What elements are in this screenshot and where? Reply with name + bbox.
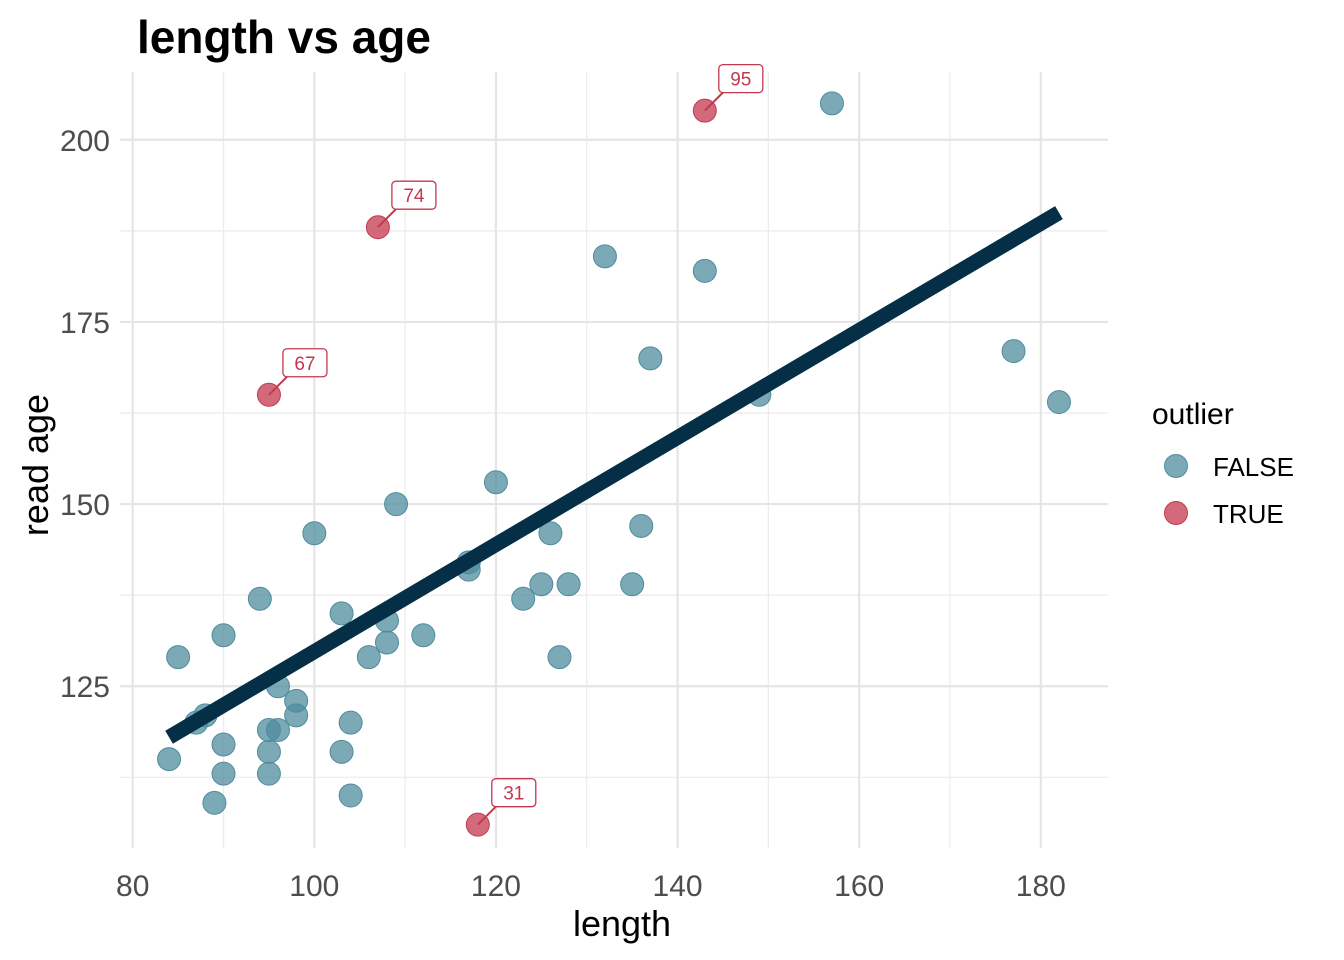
data-point xyxy=(592,244,617,269)
label-connector xyxy=(377,208,397,228)
label-connector xyxy=(477,805,497,826)
data-point xyxy=(483,470,508,495)
grid xyxy=(120,72,1108,848)
data-point xyxy=(266,717,291,742)
data-point xyxy=(284,703,309,728)
data-point xyxy=(538,521,563,546)
x-tick-label: 80 xyxy=(116,870,149,903)
data-point xyxy=(384,492,409,517)
x-tick-label: 100 xyxy=(289,870,339,903)
data-point xyxy=(638,346,663,371)
y-tick-label: 125 xyxy=(60,671,110,704)
data-point xyxy=(511,586,536,611)
data-point xyxy=(556,572,581,597)
data-point xyxy=(1046,390,1071,415)
outlier-label: 67 xyxy=(294,354,315,375)
data-point xyxy=(247,586,272,611)
x-tick-label: 140 xyxy=(653,870,703,903)
label-box xyxy=(718,63,764,94)
trend-line xyxy=(165,206,1063,744)
data-point xyxy=(356,645,381,670)
legend-title: outlier xyxy=(1152,398,1234,431)
data-point xyxy=(157,747,182,772)
data-point xyxy=(211,761,236,786)
legend: outlier FALSE TRUE xyxy=(1152,398,1294,529)
legend-label: TRUE xyxy=(1213,499,1284,529)
y-tick-label: 150 xyxy=(60,489,110,522)
outlier-label: 95 xyxy=(730,70,751,91)
data-point xyxy=(329,739,354,764)
label-connector xyxy=(268,376,288,396)
data-point xyxy=(166,645,191,670)
data-point xyxy=(547,645,572,670)
label-box xyxy=(282,348,328,378)
data-point xyxy=(211,732,236,757)
chart-title: length vs age xyxy=(137,11,431,63)
data-point xyxy=(211,623,236,648)
outlier-label: 31 xyxy=(503,784,524,805)
tick-labels: 80 100 120 140 160 180 125 150 175 200 xyxy=(60,125,1066,903)
legend-key xyxy=(1164,454,1188,478)
data-point xyxy=(329,601,354,626)
data-point xyxy=(529,572,554,597)
data-point xyxy=(819,91,844,116)
x-tick-label: 120 xyxy=(471,870,521,903)
data-point xyxy=(256,739,281,764)
x-tick-label: 180 xyxy=(1016,870,1066,903)
x-tick-label: 160 xyxy=(834,870,884,903)
data-point xyxy=(202,790,227,815)
regression-line xyxy=(165,206,1063,744)
data-point xyxy=(374,630,399,655)
data-points xyxy=(157,91,1071,837)
y-axis-title: read age xyxy=(15,394,56,536)
data-point xyxy=(411,623,436,648)
y-tick-label: 175 xyxy=(60,307,110,340)
data-point xyxy=(338,710,363,735)
data-point xyxy=(256,761,281,786)
y-tick-label: 200 xyxy=(60,125,110,158)
outlier-label: 74 xyxy=(403,186,425,207)
data-point xyxy=(692,258,717,283)
data-point xyxy=(629,513,654,538)
label-box xyxy=(391,180,437,210)
data-point xyxy=(302,521,327,546)
legend-label: FALSE xyxy=(1213,452,1294,482)
data-point xyxy=(338,783,363,808)
x-axis-title: length xyxy=(573,903,671,944)
data-point xyxy=(620,572,645,597)
outlier-labels: 67 74 31 95 xyxy=(268,63,764,826)
label-connector xyxy=(704,91,724,112)
data-point xyxy=(1001,339,1026,364)
legend-key xyxy=(1164,501,1188,525)
label-box xyxy=(491,778,537,808)
